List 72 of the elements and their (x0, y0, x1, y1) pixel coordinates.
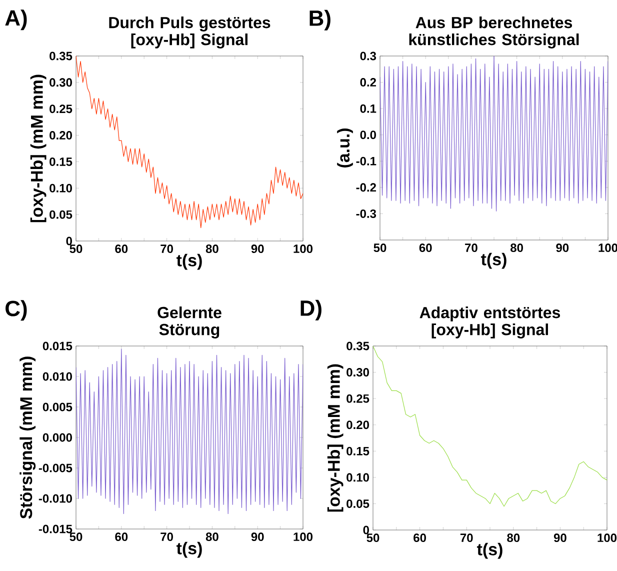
x-tick-label: 90 (556, 244, 569, 252)
x-tick-label: 80 (510, 244, 523, 252)
x-tick-label: 60 (115, 244, 128, 254)
y-tick-label: 0.2 (360, 78, 376, 87)
x-axis-title: t(s) (176, 254, 202, 270)
x-tick-label: 70 (160, 532, 173, 542)
y-tick-label: -0.015 (38, 524, 72, 534)
y-tick-label: 0.1 (360, 104, 376, 113)
y-tick-label: 0.005 (42, 402, 72, 412)
x-axis-title: t(s) (480, 252, 506, 269)
y-tick-label: 0.35 (50, 52, 72, 60)
x-tick-label: 100 (598, 534, 617, 542)
x-tick-label: 50 (374, 244, 386, 252)
y-axis-title: Störsignal (mM mm) (20, 356, 36, 519)
text: D) (300, 300, 322, 320)
y-tick-label: 0.15 (50, 157, 72, 166)
x-tick-label: 80 (206, 532, 218, 542)
y-tick-label: 0.015 (42, 342, 72, 350)
chart-title: Adaptiv entstörtes [oxy-Hb] Signal (420, 306, 560, 338)
x-tick-label: 60 (414, 534, 426, 542)
y-tick-label: -0.1 (356, 156, 376, 166)
y-tick-label: -0.005 (38, 464, 72, 472)
x-tick-label: 90 (251, 244, 264, 254)
y-tick-label: -0.3 (356, 209, 376, 218)
chart-title: Aus BP berechnetes künstliches Störsignal (409, 16, 579, 48)
x-tick-label: 90 (554, 534, 566, 542)
line-series (373, 346, 608, 507)
chart-title: Durch Puls gestörtes [oxy-Hb] Signal (109, 16, 270, 48)
y-tick-label: 0.30 (346, 368, 369, 377)
y-tick-label: 0.15 (346, 446, 370, 456)
text: A) (5, 10, 27, 30)
x-axis-title: t(s) (176, 542, 202, 558)
y-tick-label: 0 (363, 526, 369, 534)
x-tick-label: 50 (70, 244, 82, 254)
y-axis-title: [oxy-Hb] (mM mm) (327, 364, 344, 512)
y-tick-label: 0.010 (42, 372, 72, 381)
y-tick-label: 0.0 (360, 130, 376, 140)
y-tick-label: 0.20 (50, 131, 72, 140)
x-tick-label: 80 (507, 534, 520, 542)
x-tick-label: 80 (206, 244, 218, 254)
y-tick-label: 0.30 (50, 78, 72, 87)
y-tick-label: 0.3 (360, 52, 376, 60)
x-tick-label: 50 (70, 532, 82, 542)
chart-title: Gelernte Störung (158, 306, 222, 338)
x-tick-label: 60 (419, 244, 432, 252)
x-tick-label: 70 (465, 244, 478, 252)
y-tick-label: 0.25 (50, 104, 72, 114)
x-tick-label: 70 (460, 534, 473, 542)
y-tick-label: 0.10 (346, 473, 369, 482)
y-tick-label: 0.10 (50, 184, 72, 192)
x-tick-label: 70 (160, 244, 173, 254)
y-tick-label: 0.05 (346, 499, 370, 508)
line-series (76, 348, 303, 514)
y-tick-label: 0 (66, 236, 72, 246)
y-tick-label: 0.35 (346, 342, 370, 350)
y-tick-label: 0.05 (50, 210, 72, 219)
x-tick-label: 60 (115, 532, 128, 542)
x-tick-label: 50 (366, 534, 380, 542)
x-tick-label: 90 (251, 532, 264, 542)
y-tick-label: 0.25 (346, 394, 370, 403)
x-tick-label: 100 (294, 244, 313, 254)
x-tick-label: 100 (294, 532, 313, 542)
text: C) (6, 300, 27, 321)
y-tick-label: 0.000 (42, 433, 72, 442)
x-axis-title: t(s) (476, 542, 502, 559)
y-tick-label: -0.010 (38, 494, 72, 503)
y-axis-title: (a.u.) (337, 128, 353, 168)
line-series (380, 56, 608, 212)
y-axis-title: [oxy-Hb] (mM mm) (30, 74, 46, 222)
y-tick-label: 0.20 (346, 420, 369, 430)
y-tick-label: -0.2 (356, 183, 376, 192)
text: B) (310, 10, 330, 30)
